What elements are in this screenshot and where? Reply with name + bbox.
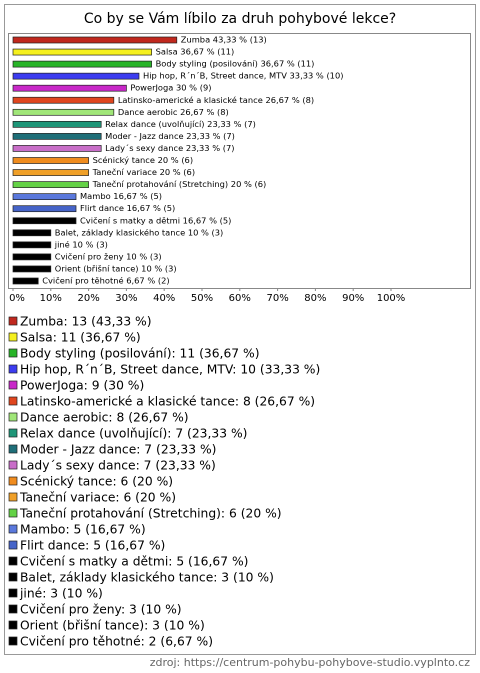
bar-label: Lady´s sexy dance 23,33 % (7)	[105, 143, 234, 153]
bar-label: Mambo 16,67 % (5)	[80, 191, 162, 201]
legend-swatch	[8, 476, 18, 486]
legend-swatch	[8, 604, 18, 614]
legend-swatch	[8, 332, 18, 342]
x-tick-label: 30%	[115, 293, 137, 304]
bar	[12, 193, 77, 200]
source: zdroj: https://centrum-pohybu-pohybove-s…	[150, 656, 471, 669]
bar	[12, 84, 127, 92]
legend-swatch	[8, 412, 18, 422]
bar-label: Latinsko-americké a klasické tance 26,67…	[118, 95, 314, 105]
bar	[12, 96, 115, 104]
bar-label: Flirt dance 16,67 % (5)	[80, 203, 175, 213]
legend-swatch	[8, 492, 18, 502]
bar	[12, 157, 89, 164]
legend-swatch	[8, 508, 18, 518]
bar	[12, 36, 178, 44]
legend-label: Orient (břišní tance): 3 (10 %)	[20, 619, 205, 633]
legend-label: Mambo: 5 (16,67 %)	[20, 523, 146, 537]
bar	[12, 108, 115, 116]
bar	[12, 277, 39, 285]
bar-label: Relax dance (uvolňující) 23,33 % (7)	[105, 119, 256, 129]
legend-swatch	[8, 316, 18, 326]
legend-label: Lady´s sexy dance: 7 (23,33 %)	[20, 459, 216, 473]
bar	[12, 241, 52, 249]
bar-label: Zumba 43,33 % (13)	[181, 35, 267, 45]
x-tick-label: 60%	[229, 293, 251, 304]
legend-swatch	[8, 348, 18, 358]
bar	[12, 181, 89, 188]
bar	[12, 72, 140, 80]
bar	[12, 205, 77, 213]
legend-label: Cvičení pro těhotné: 2 (6,67 %)	[20, 635, 213, 649]
legend-swatch	[8, 396, 18, 406]
x-tick-label: 0%	[9, 293, 25, 304]
legend-label: Hip hop, R´n´B, Street dance, MTV: 10 (3…	[20, 363, 320, 377]
legend-label: Flirt dance: 5 (16,67 %)	[20, 539, 165, 553]
bar-label: Taneční protahování (Stretching) 20 % (6…	[92, 179, 267, 189]
legend-label: Moder - Jazz dance: 7 (23,33 %)	[20, 443, 216, 457]
bar-label: Taneční variace 20 % (6)	[92, 167, 195, 177]
legend-label: Body styling (posilování): 11 (36,67 %)	[20, 347, 260, 361]
legend-swatch	[8, 636, 18, 646]
bar	[12, 229, 52, 237]
bar-label: Body styling (posilování) 36,67 % (11)	[156, 59, 315, 69]
legend-label: Balet, základy klasického tance: 3 (10 %…	[20, 571, 274, 585]
legend-swatch	[8, 380, 18, 390]
legend-swatch	[8, 588, 18, 598]
legend-swatch	[8, 428, 18, 438]
legend-swatch	[8, 524, 18, 534]
legend-swatch	[8, 572, 18, 582]
x-tick-label: 80%	[304, 293, 326, 304]
legend-swatch	[8, 460, 18, 470]
legend-label: Cvičení s matky a dětmi: 5 (16,67 %)	[20, 555, 248, 569]
bar-label: Balet, základy klasického tance 10 % (3)	[55, 227, 224, 237]
legend-swatch	[8, 364, 18, 374]
bar	[12, 120, 102, 128]
legend-label: Zumba: 13 (43,33 %)	[20, 315, 152, 329]
bar-label: Salsa 36,67 % (11)	[156, 47, 235, 57]
bar	[12, 145, 102, 152]
x-tick-label: 90%	[342, 293, 364, 304]
legend-swatch	[8, 620, 18, 630]
bar	[12, 217, 77, 225]
bar	[12, 169, 89, 176]
legend-label: Relax dance (uvolňující): 7 (23,33 %)	[20, 427, 247, 441]
x-tick-label: 70%	[266, 293, 288, 304]
bar-label: Orient (břišní tance) 10 % (3)	[55, 263, 177, 273]
legend-label: Salsa: 11 (36,67 %)	[20, 331, 141, 345]
bar-label: Cvičení pro těhotné 6,67 % (2)	[42, 276, 169, 286]
bar	[12, 253, 52, 261]
bar-label: Cvičení s matky a dětmi 16,67 % (5)	[80, 215, 231, 225]
legend-label: Taneční protahování (Stretching): 6 (20 …	[19, 507, 282, 521]
legend-label: Latinsko-americké a klasické tance: 8 (2…	[20, 395, 315, 409]
bar-label: Cvičení pro ženy 10 % (3)	[55, 251, 162, 261]
bar-label: Moder - Jazz dance 23,33 % (7)	[105, 131, 235, 141]
chart-title: Co by se Vám líbilo za druh pohybové lek…	[84, 11, 396, 27]
legend-swatch	[8, 556, 18, 566]
bar	[12, 48, 152, 56]
bar	[12, 265, 52, 273]
bar-label: Hip hop, R´n´B, Street dance, MTV 33,33 …	[143, 71, 344, 81]
x-tick-label: 50%	[191, 293, 213, 304]
legend-label: Taneční variace: 6 (20 %)	[19, 491, 176, 505]
bar	[12, 60, 152, 68]
x-tick-label: 40%	[153, 293, 175, 304]
bar-label: Dance aerobic 26,67 % (8)	[118, 107, 229, 117]
x-tick-label: 100%	[377, 293, 406, 304]
legend-label: jiné: 3 (10 %)	[19, 587, 103, 601]
bar-label: PowerJoga 30 % (9)	[130, 83, 211, 93]
bar	[12, 133, 102, 140]
legend-label: Scénický tance: 6 (20 %)	[20, 475, 173, 489]
bar-label: Scénický tance 20 % (6)	[93, 155, 193, 165]
legend-swatch	[8, 540, 18, 550]
x-tick-label: 10%	[40, 293, 62, 304]
legend-label: Dance aerobic: 8 (26,67 %)	[20, 411, 189, 425]
bar-label: jiné 10 % (3)	[54, 239, 108, 249]
x-tick-label: 20%	[77, 293, 99, 304]
legend-swatch	[8, 444, 18, 454]
legend-label: PowerJoga: 9 (30 %)	[20, 379, 144, 393]
legend-label: Cvičení pro ženy: 3 (10 %)	[20, 603, 182, 617]
